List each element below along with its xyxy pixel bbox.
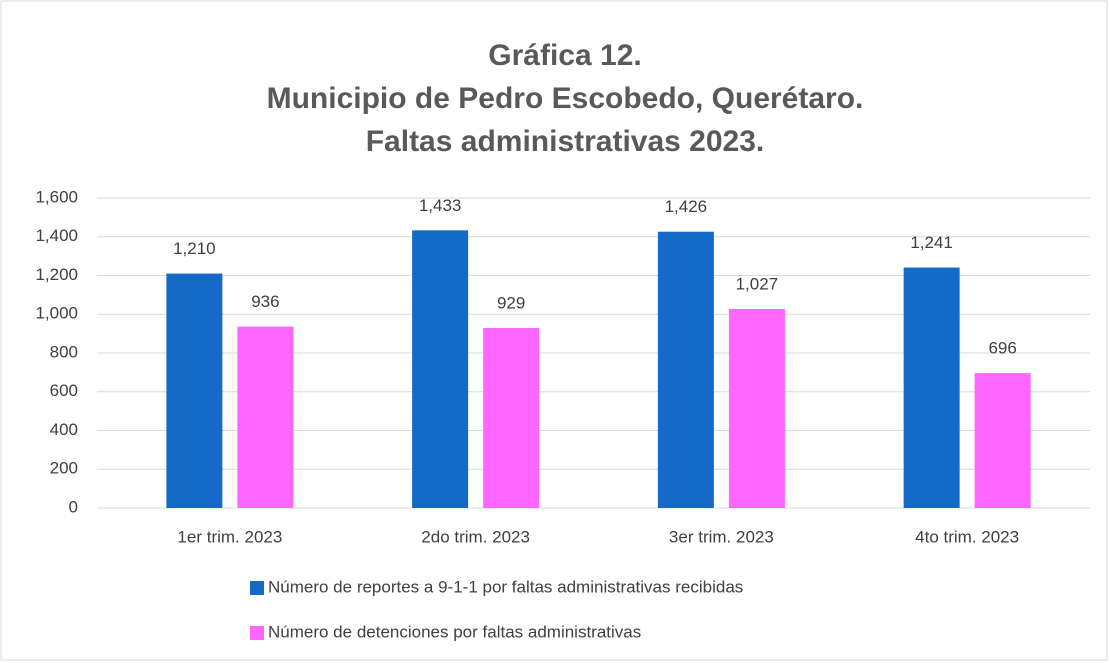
value-label: 936 <box>251 292 279 311</box>
bar <box>166 274 222 508</box>
bar <box>975 373 1031 508</box>
y-tick-label: 600 <box>50 381 78 400</box>
y-tick-label: 1,400 <box>35 226 78 245</box>
legend-label: Número de detenciones por faltas adminis… <box>268 622 641 641</box>
bar <box>483 328 539 508</box>
value-label: 1,241 <box>910 233 953 252</box>
bar <box>237 327 293 508</box>
value-label: 1,027 <box>736 275 779 294</box>
y-tick-label: 200 <box>50 459 78 478</box>
value-label: 1,433 <box>419 196 462 215</box>
x-tick-label: 2do trim. 2023 <box>421 527 530 546</box>
legend-swatch <box>250 626 264 640</box>
y-tick-label: 1,200 <box>35 265 78 284</box>
bar <box>658 232 714 508</box>
value-label: 929 <box>497 293 525 312</box>
chart-title: Faltas administrativas 2023. <box>366 125 765 158</box>
y-tick-label: 400 <box>50 420 78 439</box>
bar <box>412 230 468 508</box>
x-tick-label: 4to trim. 2023 <box>915 527 1019 546</box>
bar <box>729 309 785 508</box>
y-tick-label: 1,600 <box>35 187 78 206</box>
chart-title: Gráfica 12. <box>488 39 641 72</box>
y-tick-label: 0 <box>69 497 78 516</box>
chart: Gráfica 12. Municipio de Pedro Escobedo,… <box>0 0 1110 663</box>
value-label: 1,210 <box>173 239 216 258</box>
x-tick-label: 3er trim. 2023 <box>669 527 774 546</box>
chart-title: Municipio de Pedro Escobedo, Querétaro. <box>267 82 864 115</box>
value-label: 696 <box>988 339 1016 358</box>
value-label: 1,426 <box>665 197 708 216</box>
legend-label: Número de reportes a 9-1-1 por faltas ad… <box>268 577 743 596</box>
bar <box>904 268 960 508</box>
y-tick-label: 1,000 <box>35 304 78 323</box>
y-tick-label: 800 <box>50 342 78 361</box>
x-tick-label: 1er trim. 2023 <box>177 527 282 546</box>
legend-swatch <box>250 581 264 595</box>
